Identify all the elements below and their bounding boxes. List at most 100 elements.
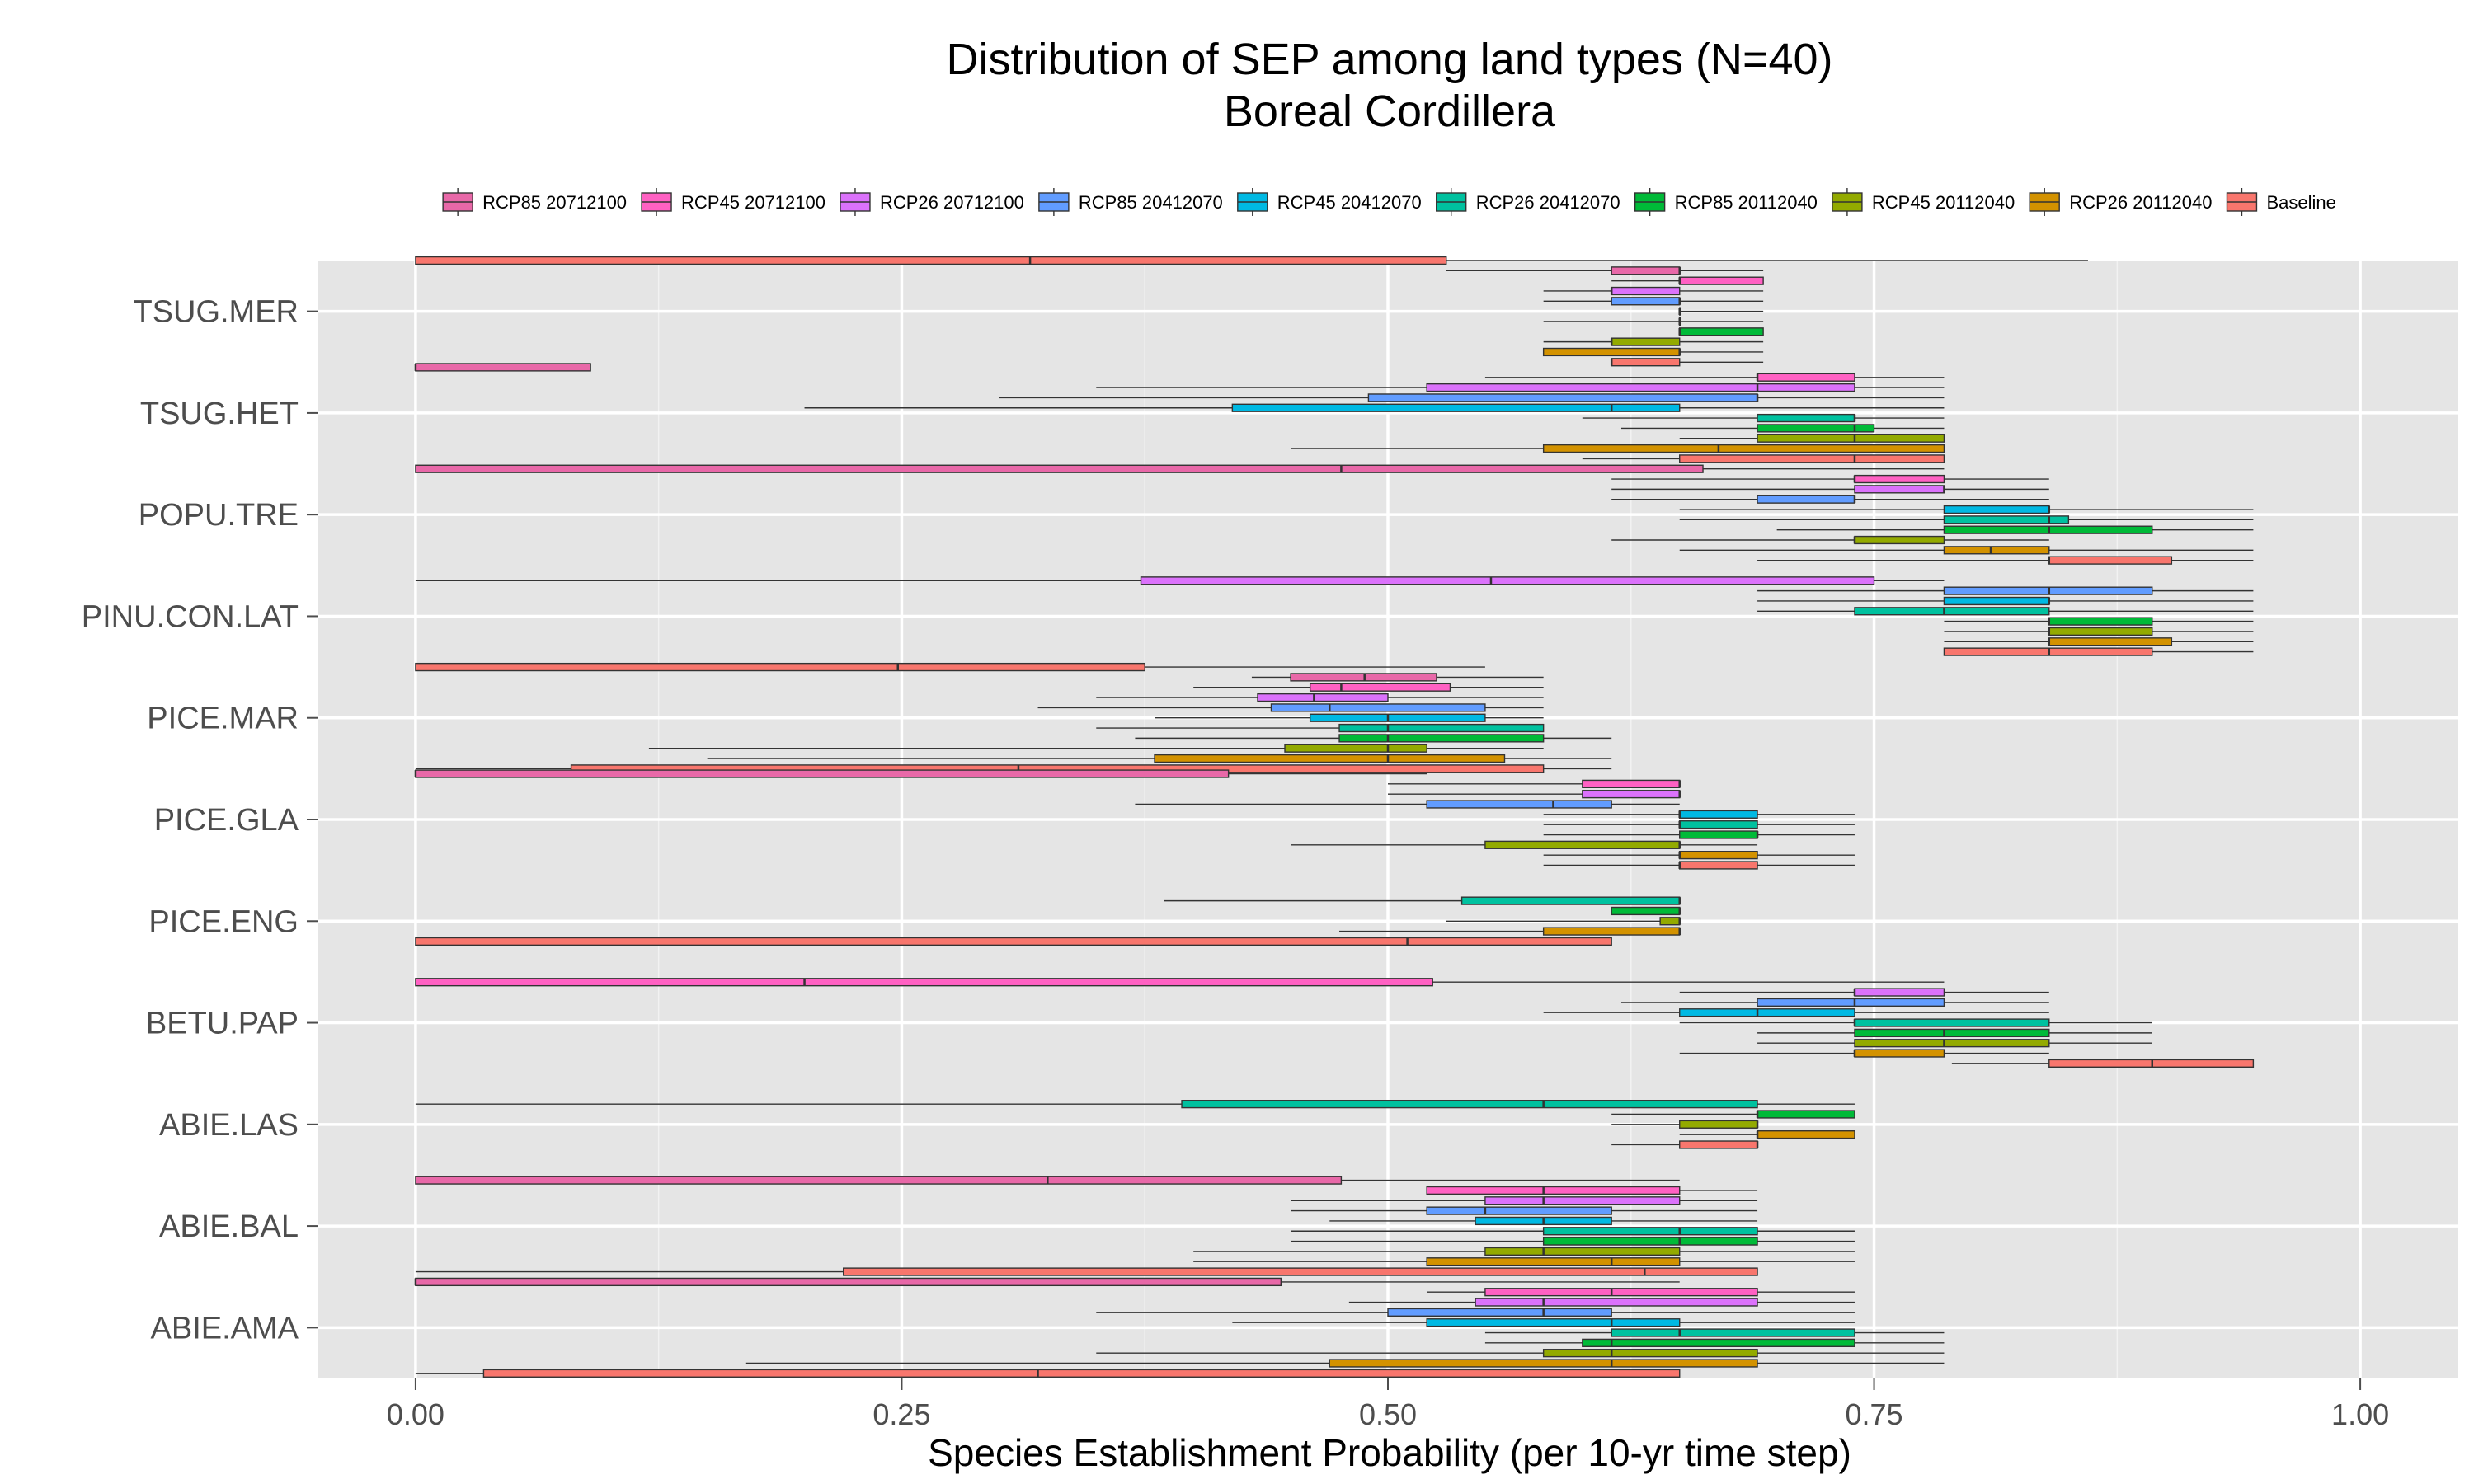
y-axis: TSUG.MER TSUG.HET POPU.TRE PINU.CON.LAT PICE… [82, 295, 318, 1345]
box [1154, 754, 1506, 763]
box [415, 1277, 1282, 1287]
box [1181, 1100, 1758, 1109]
legend-label: RCP26 20412070 [1476, 192, 1620, 213]
y-tick-label: TSUG.HET [140, 397, 299, 431]
legend: RCP85 20712100 RCP45 20712100 RCP26 207121… [442, 188, 2336, 216]
box [1854, 474, 1945, 484]
box [1679, 1008, 1856, 1017]
box [415, 363, 591, 372]
box [1329, 1359, 1758, 1368]
box [1854, 1039, 2050, 1048]
box [2048, 637, 2173, 646]
box-group-abie-ama [414, 1277, 1945, 1378]
box-group-tsug-mer [415, 256, 2088, 367]
legend-item: RCP45 20712100 [641, 188, 825, 216]
x-tick-label: 1.00 [2331, 1397, 2389, 1431]
legend-item: RCP85 20412070 [1038, 188, 1223, 216]
y-tick-label: PICE.MAR [147, 702, 299, 736]
box [1854, 1018, 2050, 1027]
y-tick-label: ABIE.AMA [151, 1311, 299, 1345]
box-group-abie-bal [415, 1176, 1855, 1276]
box [1854, 1028, 2050, 1038]
box-group-tsug-het [414, 363, 1945, 463]
box [1757, 424, 1875, 433]
box [2048, 556, 2173, 565]
x-tick-label: 0.25 [872, 1397, 930, 1431]
legend-item: RCP26 20712100 [840, 188, 1024, 216]
box-group-pice-eng [415, 896, 1681, 946]
chart-subtitle: Boreal Cordillera [1224, 87, 1556, 136]
x-tick-label: 0.75 [1846, 1397, 1903, 1431]
box [1611, 297, 1681, 306]
legend-label: RCP26 20112040 [2069, 192, 2212, 213]
box [1679, 830, 1758, 839]
box [2048, 627, 2153, 636]
box [1611, 337, 1681, 346]
chart-title: Distribution of SEP among land types (N=… [946, 35, 1832, 84]
box [1757, 1110, 1856, 1119]
y-tick-label: PICE.GLA [154, 803, 299, 838]
box [1582, 779, 1681, 788]
legend-label: RCP45 20112040 [1872, 192, 2015, 213]
box [1426, 1206, 1612, 1215]
box [1943, 505, 2050, 514]
box [1943, 596, 2050, 606]
box [1611, 358, 1681, 367]
box [843, 1267, 1758, 1276]
box [1484, 1247, 1681, 1256]
box [1426, 383, 1856, 392]
box [1426, 1186, 1681, 1195]
box [1426, 1318, 1681, 1327]
box [1542, 444, 1945, 453]
box [1542, 1349, 1758, 1358]
box [2048, 617, 2153, 626]
y-tick-label: BETU.PAP [146, 1007, 299, 1041]
box [1542, 1227, 1758, 1236]
legend-label: RCP85 20712100 [482, 192, 627, 213]
legend-label: RCP26 20712100 [880, 192, 1024, 213]
box [415, 769, 1230, 778]
y-tick-label: PINU.CON.LAT [82, 599, 299, 634]
box [415, 256, 1447, 265]
box [1309, 683, 1451, 692]
x-tick-label: 0.50 [1359, 1397, 1417, 1431]
legend-item: RCP45 20112040 [1832, 188, 2015, 216]
box [1484, 1288, 1758, 1297]
box-group-popu-tre [415, 464, 2254, 565]
x-tick-label: 0.00 [387, 1397, 444, 1431]
box [1679, 454, 1945, 463]
box [1679, 1120, 1758, 1129]
box [415, 464, 1704, 473]
box [1484, 840, 1681, 849]
box [1484, 1196, 1681, 1205]
box [1582, 1338, 1856, 1347]
box [482, 1369, 1681, 1378]
box [1367, 393, 1758, 402]
box [1387, 1308, 1612, 1317]
box [1309, 713, 1486, 722]
box [415, 937, 1612, 946]
box [1757, 413, 1856, 423]
box [415, 1176, 1343, 1185]
box [1611, 1328, 1856, 1337]
box [1757, 373, 1856, 382]
box [1257, 693, 1389, 702]
legend-item: Baseline [2226, 188, 2336, 216]
box [1757, 1130, 1856, 1139]
box [1460, 896, 1681, 905]
box [415, 978, 1433, 987]
box [1659, 917, 1681, 926]
box [415, 662, 1145, 672]
box-group-abie-las [415, 1100, 1856, 1149]
box [1611, 286, 1681, 296]
box [1854, 485, 1945, 494]
box [1426, 800, 1612, 809]
box [1757, 495, 1856, 504]
x-axis-label: Species Establishment Probability (per 1… [928, 1431, 1851, 1474]
legend-item: RCP85 20112040 [1634, 188, 1818, 216]
box-group-pice-mar [415, 662, 1612, 773]
box [1338, 723, 1545, 733]
box [1679, 810, 1758, 819]
box-group-pinu-con-lat [415, 576, 2254, 656]
